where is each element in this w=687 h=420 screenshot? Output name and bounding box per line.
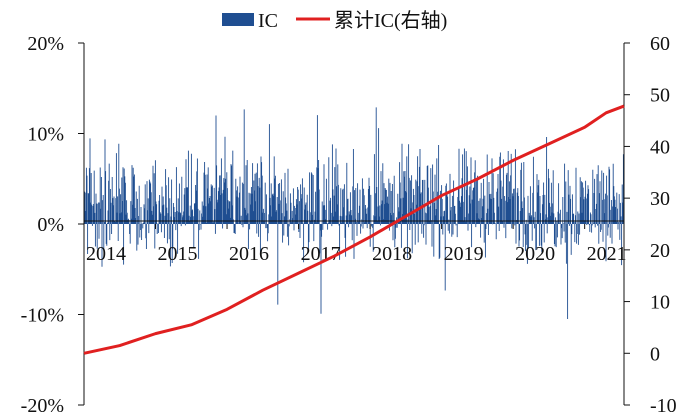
right-tick-label: 10: [650, 292, 670, 314]
ic-bar-series: [83, 107, 624, 320]
left-tick-label: 10%: [27, 124, 64, 146]
left-tick-label: 20%: [27, 33, 64, 55]
x-tick-label: 2019: [444, 243, 484, 265]
right-tick-label: 30: [650, 188, 670, 210]
legend-label-ic: IC: [258, 10, 278, 32]
right-tick-label: 0: [650, 343, 660, 365]
x-axis-ticks: 2014 2015 2016 2017 2018 2019 2020 2021: [83, 224, 627, 265]
x-tick-label: 2014: [86, 243, 126, 265]
left-axis-ticks: -20% -10% 0% 10% 20%: [21, 33, 84, 417]
cumulative-ic-line: [83, 104, 625, 355]
left-tick-label: 0%: [37, 214, 64, 236]
right-tick-label: 60: [650, 33, 670, 55]
legend: IC 累计IC(右轴): [222, 9, 447, 32]
legend-label-cumulative: 累计IC(右轴): [334, 9, 447, 32]
x-tick-label: 2015: [158, 243, 198, 265]
x-tick-label: 2018: [372, 243, 412, 265]
legend-swatch-ic: [222, 13, 254, 26]
x-tick-label: 2020: [515, 243, 555, 265]
right-tick-label: 40: [650, 136, 670, 158]
x-tick-label: 2016: [229, 243, 269, 265]
right-axis-ticks: -10 0 10 20 30 40 50 60: [624, 33, 677, 417]
right-tick-label: -10: [650, 395, 677, 417]
right-tick-label: 20: [650, 240, 670, 262]
right-tick-label: 50: [650, 85, 670, 107]
left-tick-label: -20%: [21, 395, 64, 417]
left-tick-label: -10%: [21, 305, 64, 327]
x-tick-label: 2021: [587, 243, 627, 265]
ic-bars: [83, 107, 624, 320]
